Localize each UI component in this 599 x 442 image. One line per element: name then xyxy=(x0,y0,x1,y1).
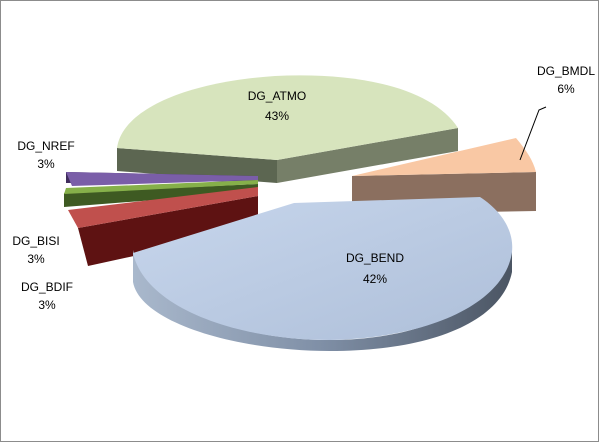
label-dg-nref-percent: 3% xyxy=(37,157,55,171)
slice-dg-bisi-top xyxy=(64,180,258,194)
leader-line-dg-bmdl xyxy=(519,106,547,161)
slice-dg-bdif-side xyxy=(78,196,258,266)
slice-dg-atmo-side xyxy=(117,148,277,183)
label-dg-bend-percent: 42% xyxy=(363,272,387,286)
label-dg-atmo-name: DG_ATMO xyxy=(248,89,306,103)
slice-dg-bisi xyxy=(64,180,258,207)
slice-dg-atmo xyxy=(117,75,458,183)
slice-dg-bisi-side xyxy=(64,184,258,207)
slice-dg-nref xyxy=(66,172,258,186)
label-dg-bdif-percent: 3% xyxy=(38,298,56,312)
label-dg-bisi-percent: 3% xyxy=(27,252,45,266)
slice-dg-bend-top xyxy=(133,197,513,340)
slice-dg-nref-top xyxy=(66,172,258,186)
label-dg-atmo-percent: 43% xyxy=(265,109,289,123)
label-dg-bdif-name: DG_BDIF xyxy=(21,280,73,294)
slice-dg-atmo-side-right xyxy=(277,128,458,183)
label-dg-bmdl-percent: 6% xyxy=(557,82,575,96)
slice-dg-bdif-top xyxy=(68,187,258,228)
label-dg-bmdl-name: DG_BMDL xyxy=(537,64,595,78)
label-dg-bend-name: DG_BEND xyxy=(346,251,404,265)
label-dg-bisi-name: DG_BISI xyxy=(12,234,59,248)
slice-dg-atmo-top xyxy=(117,75,458,160)
label-dg-nref-name: DG_NREF xyxy=(17,139,74,153)
data-labels: DG_ATMO 43% DG_BMDL 6% DG_NREF 3% DG_BIS… xyxy=(12,64,595,312)
slice-dg-bend xyxy=(133,197,513,351)
slice-dg-bmdl-top xyxy=(352,138,536,176)
slice-dg-bdif xyxy=(68,187,258,266)
